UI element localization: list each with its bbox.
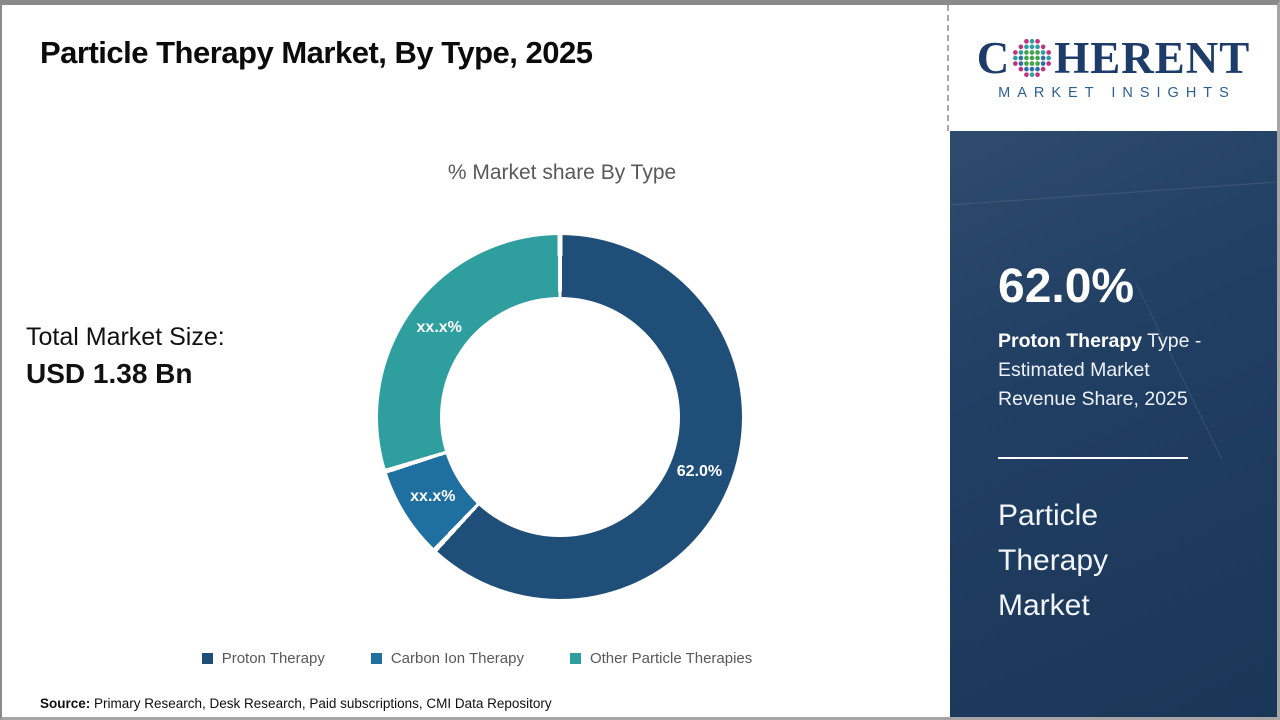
coherent-logo-globe-icon [1013,39,1052,77]
sidebar-navy-panel: 62.0% Proton Therapy Type - Estimated Ma… [950,131,1277,717]
legend-swatch [201,653,213,664]
total-market-size-block: Total Market Size: USD 1.38 Bn [26,323,225,390]
chart-legend: Proton Therapy Carbon Ion Therapy Other Pa… [2,650,952,667]
slice-label: xx.x% [416,319,462,337]
source-label: Source: [40,696,91,711]
slice-label: xx.x% [410,487,456,505]
market-name: Particle Therapy Market [998,499,1109,622]
coherent-logo: C HERENT MARKET INSIGHTS [950,5,1277,131]
dashed-separator [947,5,949,131]
legend-swatch [370,653,382,664]
logo-subtitle: MARKET INSIGHTS [998,84,1236,101]
legend-item: Other Particle Therapies [569,650,753,667]
legend-label: Other Particle Therapies [589,650,753,667]
page-title: Particle Therapy Market, By Type, 2025 [40,35,593,70]
total-market-size-label: Total Market Size: [26,323,225,351]
legend-item: Carbon Ion Therapy [370,650,524,667]
logo-brand-rest: HERENT [1054,32,1251,83]
chart-title: % Market share By Type [447,161,677,184]
donut-chart: 62.0% xx.x% xx.x% [378,235,742,599]
source-text: Primary Research, Desk Research, Paid su… [90,696,552,711]
stat-segment-name: Proton Therapy [998,330,1143,352]
slice-label: 62.0% [676,463,723,481]
sidebar: C HERENT MARKET INSIGHTS 62.0% Proton Th… [950,5,1277,717]
logo-letter-c: C [976,32,1011,83]
legend-swatch [569,653,581,664]
highlight-stat-description: Proton Therapy Type - Estimated Market R… [998,327,1230,414]
donut-labels: 62.0% xx.x% xx.x% [378,235,742,599]
legend-label: Carbon Ion Therapy [390,650,524,667]
total-market-size-value: USD 1.38 Bn [26,358,193,389]
source-line: Source: Primary Research, Desk Research,… [40,696,552,711]
legend-label: Proton Therapy [221,650,325,667]
stat-description-rest: Type - Estimated Market Revenue Share, 2… [998,330,1202,410]
panel-divider [998,457,1188,459]
donut-hole [440,297,680,537]
legend-item: Proton Therapy [201,650,325,667]
coherent-logo-row: C HERENT [976,32,1251,83]
highlight-stat-value: 62.0% [998,260,1135,313]
